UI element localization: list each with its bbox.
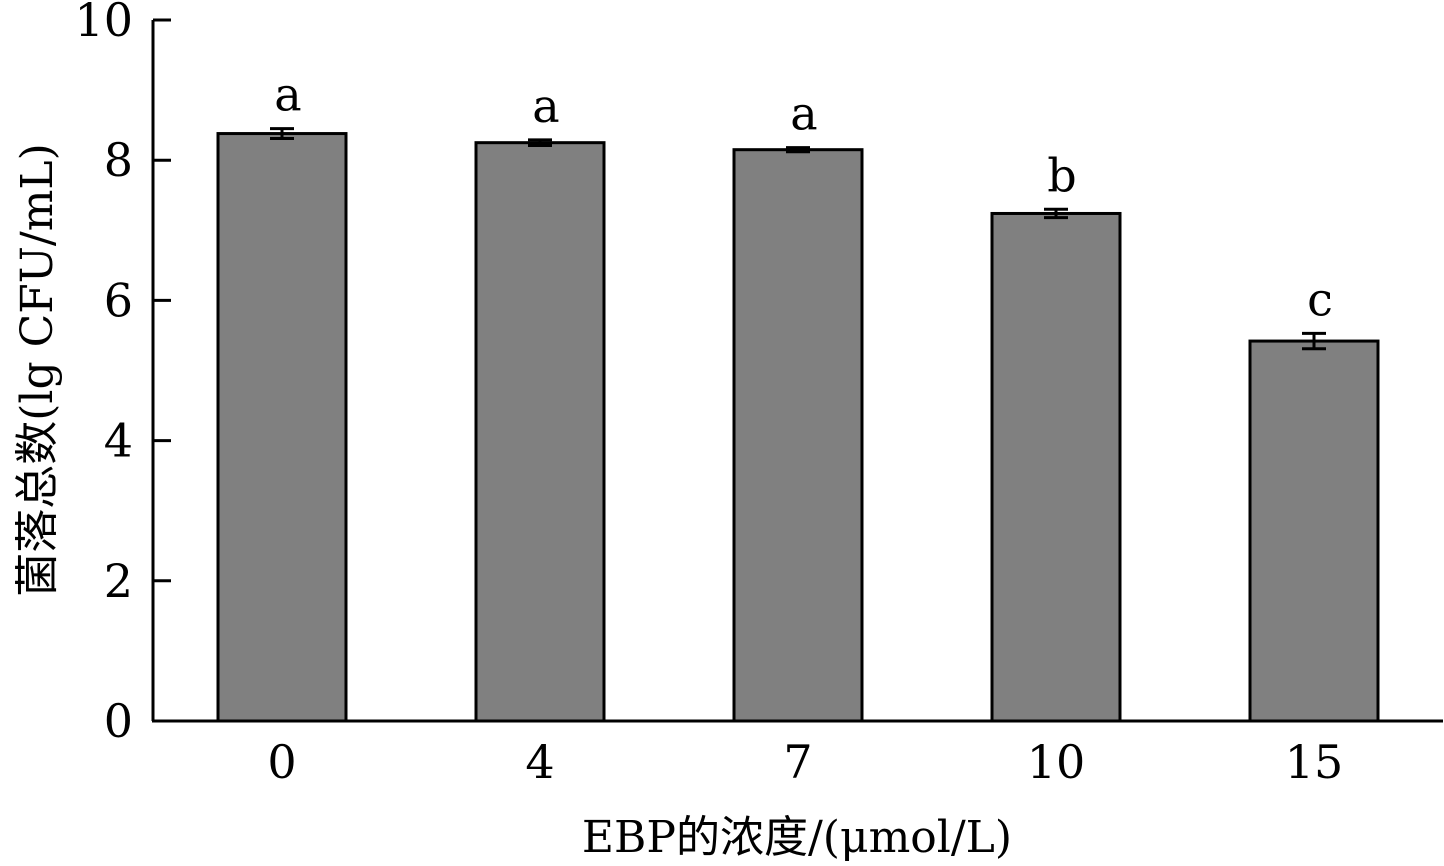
y-axis-ticks: 0 2 4 6 8 10	[74, 0, 171, 748]
significance-label: a	[532, 79, 559, 133]
bar	[732, 148, 864, 723]
y-tick-label: 0	[104, 694, 133, 748]
bar	[990, 211, 1122, 723]
error-bars-group	[270, 127, 1326, 351]
significance-label: b	[1047, 148, 1076, 202]
bar	[474, 141, 606, 723]
y-tick-label: 10	[74, 0, 133, 47]
y-tick-label: 4	[104, 414, 133, 468]
x-axis-title: EBP的浓度/(μmol/L)	[582, 812, 1012, 863]
y-tick-label: 6	[104, 273, 133, 327]
significance-label: a	[790, 87, 817, 141]
x-tick-label: 0	[267, 735, 296, 789]
bar	[216, 132, 348, 723]
y-tick-label: 8	[104, 133, 133, 187]
x-tick-label: 10	[1027, 735, 1086, 789]
bars-group	[216, 132, 1380, 723]
x-tick-label: 4	[525, 735, 554, 789]
y-tick-label: 2	[104, 554, 133, 608]
bar	[1248, 339, 1380, 723]
x-tick-label: 7	[783, 735, 812, 789]
significance-labels-group: a a a b c	[274, 68, 1333, 327]
x-axis-ticks: 0 4 7 10 15	[267, 735, 1343, 789]
x-tick-label: 15	[1285, 735, 1344, 789]
significance-label: c	[1307, 272, 1333, 326]
significance-label: a	[274, 68, 301, 122]
y-axis-title: 菌落总数(lg CFU/mL)	[12, 143, 63, 597]
